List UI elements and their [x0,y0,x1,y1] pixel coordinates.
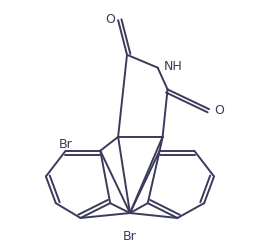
Text: O: O [105,13,115,26]
Text: Br: Br [59,138,72,151]
Text: O: O [213,103,223,116]
Text: Br: Br [123,229,136,242]
Text: NH: NH [164,60,182,73]
